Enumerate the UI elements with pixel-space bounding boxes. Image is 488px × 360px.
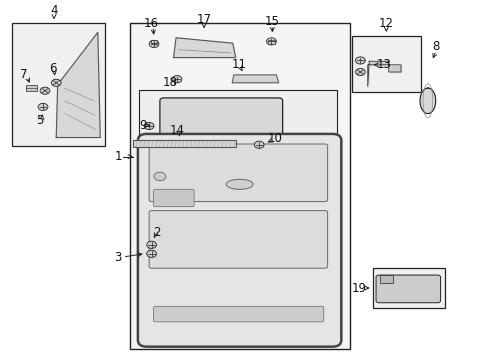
Circle shape — [254, 141, 264, 148]
Bar — [380, 275, 392, 283]
Text: 8: 8 — [431, 40, 439, 53]
Bar — [139, 90, 337, 142]
Bar — [372, 268, 444, 308]
FancyBboxPatch shape — [375, 275, 440, 303]
Bar — [129, 23, 349, 349]
Circle shape — [51, 79, 61, 86]
Bar — [12, 23, 105, 146]
Circle shape — [154, 172, 165, 181]
Ellipse shape — [225, 179, 253, 189]
Text: 11: 11 — [232, 58, 246, 71]
FancyBboxPatch shape — [153, 189, 194, 207]
FancyBboxPatch shape — [138, 134, 341, 347]
Text: 13: 13 — [376, 58, 390, 71]
Bar — [168, 32, 239, 88]
Bar — [268, 40, 274, 44]
Bar — [26, 85, 37, 91]
Text: 9: 9 — [139, 119, 147, 132]
Text: 5: 5 — [36, 114, 44, 127]
Text: 15: 15 — [264, 15, 279, 28]
Circle shape — [149, 40, 159, 48]
Polygon shape — [173, 38, 235, 58]
Text: 6: 6 — [49, 62, 57, 75]
Circle shape — [40, 87, 50, 94]
Text: 19: 19 — [351, 282, 366, 294]
FancyBboxPatch shape — [149, 144, 327, 202]
Text: 7: 7 — [20, 68, 27, 81]
Circle shape — [146, 241, 156, 248]
Text: 4: 4 — [50, 4, 58, 17]
Polygon shape — [232, 75, 278, 83]
Polygon shape — [56, 32, 100, 138]
Bar — [150, 40, 157, 43]
Text: 3: 3 — [114, 251, 122, 264]
Text: 14: 14 — [169, 124, 184, 137]
Text: 10: 10 — [267, 132, 282, 145]
Text: 17: 17 — [196, 13, 211, 26]
Bar — [351, 36, 420, 92]
Text: 18: 18 — [163, 76, 177, 89]
Circle shape — [146, 250, 156, 257]
Circle shape — [266, 38, 276, 45]
Text: 1: 1 — [114, 150, 122, 163]
Circle shape — [38, 103, 48, 111]
Circle shape — [172, 76, 182, 83]
Text: 16: 16 — [144, 17, 159, 30]
Circle shape — [355, 57, 365, 64]
Text: 12: 12 — [378, 17, 393, 30]
Text: 2: 2 — [152, 226, 160, 239]
Circle shape — [355, 68, 365, 76]
FancyBboxPatch shape — [160, 98, 282, 140]
Polygon shape — [367, 61, 400, 86]
FancyBboxPatch shape — [149, 211, 327, 268]
Bar — [133, 140, 235, 147]
FancyBboxPatch shape — [153, 306, 323, 322]
Circle shape — [144, 122, 154, 130]
Polygon shape — [419, 88, 435, 113]
